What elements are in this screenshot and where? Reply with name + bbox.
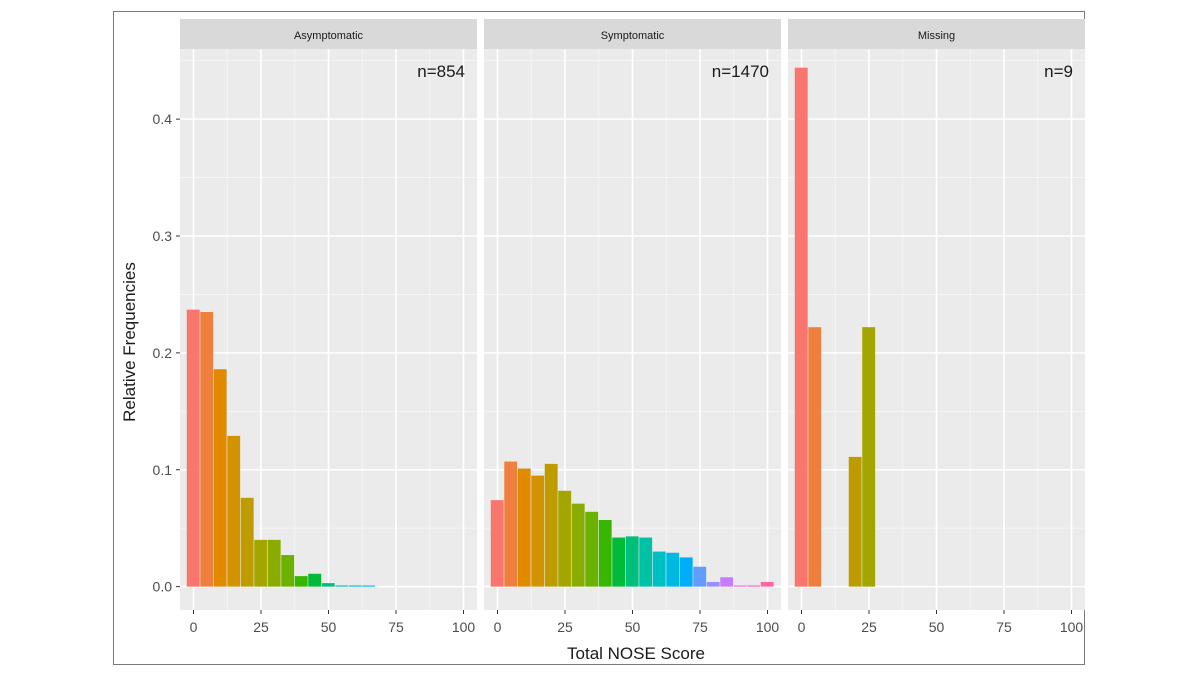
strip-label: Missing: [918, 30, 955, 42]
bar: [321, 583, 335, 587]
panel-missing: Missing n=9 0 25 50 75 100: [788, 19, 1085, 635]
bar: [571, 503, 585, 587]
sample-size-label: n=854: [417, 62, 465, 81]
y-tick-label: 0.4: [153, 111, 173, 127]
bar: [240, 497, 254, 587]
strip-background: [484, 19, 781, 49]
panel-symptomatic: Symptomatic n=1470 0 25 50 75 100: [484, 19, 781, 635]
bar: [362, 585, 376, 587]
x-tick-label: 50: [929, 619, 945, 635]
x-tick-label: 25: [557, 619, 573, 635]
bar: [517, 468, 531, 587]
y-axis: 0.0 0.1 0.2 0.3 0.4: [153, 111, 180, 595]
x-tick-label: 50: [625, 619, 641, 635]
strip-label: Symptomatic: [601, 30, 665, 42]
bar: [558, 490, 572, 587]
bar: [294, 576, 308, 587]
bar: [666, 552, 680, 587]
x-tick-label: 75: [388, 619, 404, 635]
bar: [720, 577, 734, 587]
bar: [267, 539, 281, 587]
bar: [335, 585, 349, 587]
x-tick-label: 0: [190, 619, 198, 635]
x-tick-label: 25: [253, 619, 269, 635]
sample-size-label: n=9: [1044, 62, 1073, 81]
y-tick-label: 0.1: [153, 462, 173, 478]
panel-asymptomatic: Asymptomatic n=854 0 25 50 75 100: [180, 19, 477, 635]
strip-label: Asymptomatic: [294, 30, 364, 42]
strip-background: [180, 19, 477, 49]
x-tick-label: 50: [321, 619, 337, 635]
bar: [348, 585, 362, 587]
bar: [612, 537, 626, 587]
strip-background: [788, 19, 1085, 49]
bar: [227, 435, 241, 587]
bar: [504, 461, 518, 587]
bar: [679, 557, 693, 587]
bar: [639, 537, 653, 587]
bar: [213, 369, 227, 587]
y-axis-title: Relative Frequencies: [120, 262, 139, 422]
bar: [308, 573, 322, 587]
bar: [733, 585, 747, 587]
bar: [747, 585, 761, 587]
panels: Asymptomatic n=854 0 25 50 75 100 Symptomatic n=…: [180, 19, 1085, 635]
bar: [544, 463, 558, 587]
y-tick-label: 0.0: [153, 579, 173, 595]
x-tick-label: 100: [756, 619, 780, 635]
bar: [531, 475, 545, 587]
bar: [254, 539, 268, 587]
x-tick-label: 25: [861, 619, 877, 635]
x-tick-label: 100: [1060, 619, 1084, 635]
x-tick-label: 100: [452, 619, 476, 635]
figure-frame: Asymptomatic n=854 0 25 50 75 100 Symptomatic n=…: [113, 11, 1085, 665]
bar: [808, 327, 822, 587]
bar: [693, 566, 707, 587]
bar: [598, 520, 612, 587]
bar: [706, 581, 720, 587]
x-tick-label: 0: [798, 619, 806, 635]
bar: [848, 456, 862, 587]
y-tick-label: 0.2: [153, 345, 173, 361]
x-tick-label: 0: [494, 619, 502, 635]
bar: [794, 67, 808, 587]
x-axis-title: Total NOSE Score: [567, 644, 705, 663]
bar: [862, 327, 876, 587]
sample-size-label: n=1470: [712, 62, 769, 81]
y-tick-label: 0.3: [153, 228, 173, 244]
faceted-histogram-chart: Asymptomatic n=854 0 25 50 75 100 Symptomatic n=…: [120, 19, 1085, 663]
bar: [281, 555, 295, 587]
bar: [200, 311, 214, 587]
bar: [585, 511, 599, 587]
x-tick-label: 75: [692, 619, 708, 635]
bar: [186, 309, 200, 587]
bar: [760, 581, 774, 587]
bar: [625, 536, 639, 587]
bar: [490, 500, 504, 587]
x-tick-label: 75: [996, 619, 1012, 635]
bar: [652, 551, 666, 587]
